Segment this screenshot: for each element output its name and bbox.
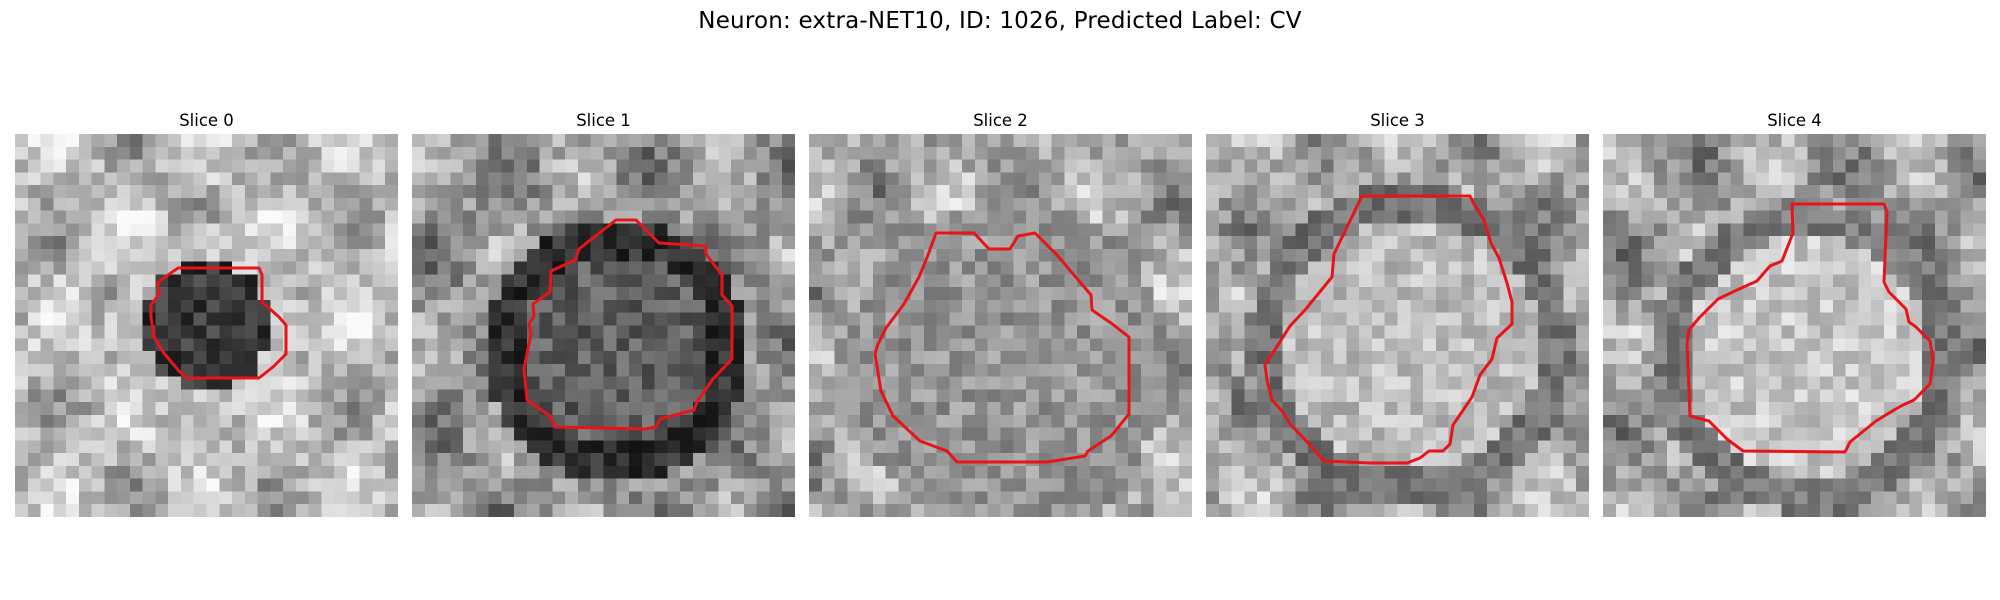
slice-title-2: Slice 2 — [973, 111, 1028, 130]
slice-image-2 — [809, 134, 1192, 517]
slice-panel-2: Slice 2 — [809, 110, 1192, 517]
slice-panel-3: Slice 3 — [1206, 110, 1589, 517]
neuron-contour-3 — [1263, 194, 1514, 465]
contour-overlay-1 — [522, 218, 734, 431]
grayscale-slice-0 — [15, 134, 398, 517]
neuron-contour-4 — [1685, 202, 1935, 454]
slice-title-3: Slice 3 — [1370, 111, 1425, 130]
grayscale-slice-2 — [809, 134, 1192, 517]
slice-image-1 — [412, 134, 795, 517]
grayscale-slice-4 — [1603, 134, 1986, 517]
slice-panel-1: Slice 1 — [412, 110, 795, 517]
figure-title: Neuron: extra-NET10, ID: 1026, Predicted… — [698, 8, 1302, 34]
slice-panel-0: Slice 0 — [15, 110, 398, 517]
contour-overlay-0 — [149, 266, 288, 380]
contour-overlay-4 — [1685, 202, 1935, 454]
neuron-contour-1 — [522, 218, 734, 431]
slice-image-0 — [15, 134, 398, 517]
contour-overlay-2 — [873, 231, 1131, 464]
slice-panel-4: Slice 4 — [1603, 110, 1986, 517]
slice-image-4 — [1603, 134, 1986, 517]
grayscale-slice-3 — [1206, 134, 1589, 517]
neuron-contour-2 — [873, 231, 1131, 464]
slice-title-1: Slice 1 — [576, 111, 631, 130]
neuron-contour-0 — [149, 266, 288, 380]
slice-title-0: Slice 0 — [179, 111, 234, 130]
contour-overlay-3 — [1263, 194, 1514, 465]
slice-title-4: Slice 4 — [1767, 111, 1822, 130]
slice-image-3 — [1206, 134, 1589, 517]
